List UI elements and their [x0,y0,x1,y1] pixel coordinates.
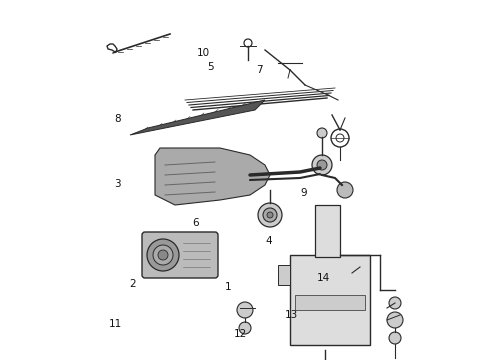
Circle shape [317,128,327,138]
Text: 8: 8 [114,114,121,124]
Circle shape [353,260,367,274]
Circle shape [147,239,179,271]
Circle shape [263,208,277,222]
Circle shape [158,250,168,260]
Polygon shape [155,148,270,205]
Polygon shape [130,100,265,135]
Text: 7: 7 [256,65,263,75]
Circle shape [237,302,253,318]
Text: 14: 14 [317,273,330,283]
Text: 5: 5 [207,62,214,72]
Polygon shape [278,265,290,285]
Text: 4: 4 [265,236,272,246]
Circle shape [317,160,327,170]
Circle shape [267,212,273,218]
Text: 3: 3 [114,179,121,189]
Circle shape [153,245,173,265]
Text: 11: 11 [108,319,122,329]
Text: 2: 2 [129,279,136,289]
Circle shape [389,332,401,344]
Polygon shape [155,155,170,175]
Text: 6: 6 [193,218,199,228]
Text: 1: 1 [224,282,231,292]
Text: 10: 10 [197,48,210,58]
Polygon shape [315,205,340,257]
Circle shape [389,297,401,309]
Circle shape [337,182,353,198]
Polygon shape [290,255,370,345]
FancyBboxPatch shape [142,232,218,278]
Text: 12: 12 [233,329,247,339]
Circle shape [312,155,332,175]
Text: 9: 9 [300,188,307,198]
Circle shape [387,312,403,328]
Polygon shape [295,295,365,310]
Circle shape [258,203,282,227]
Circle shape [239,322,251,334]
Text: 13: 13 [285,310,298,320]
